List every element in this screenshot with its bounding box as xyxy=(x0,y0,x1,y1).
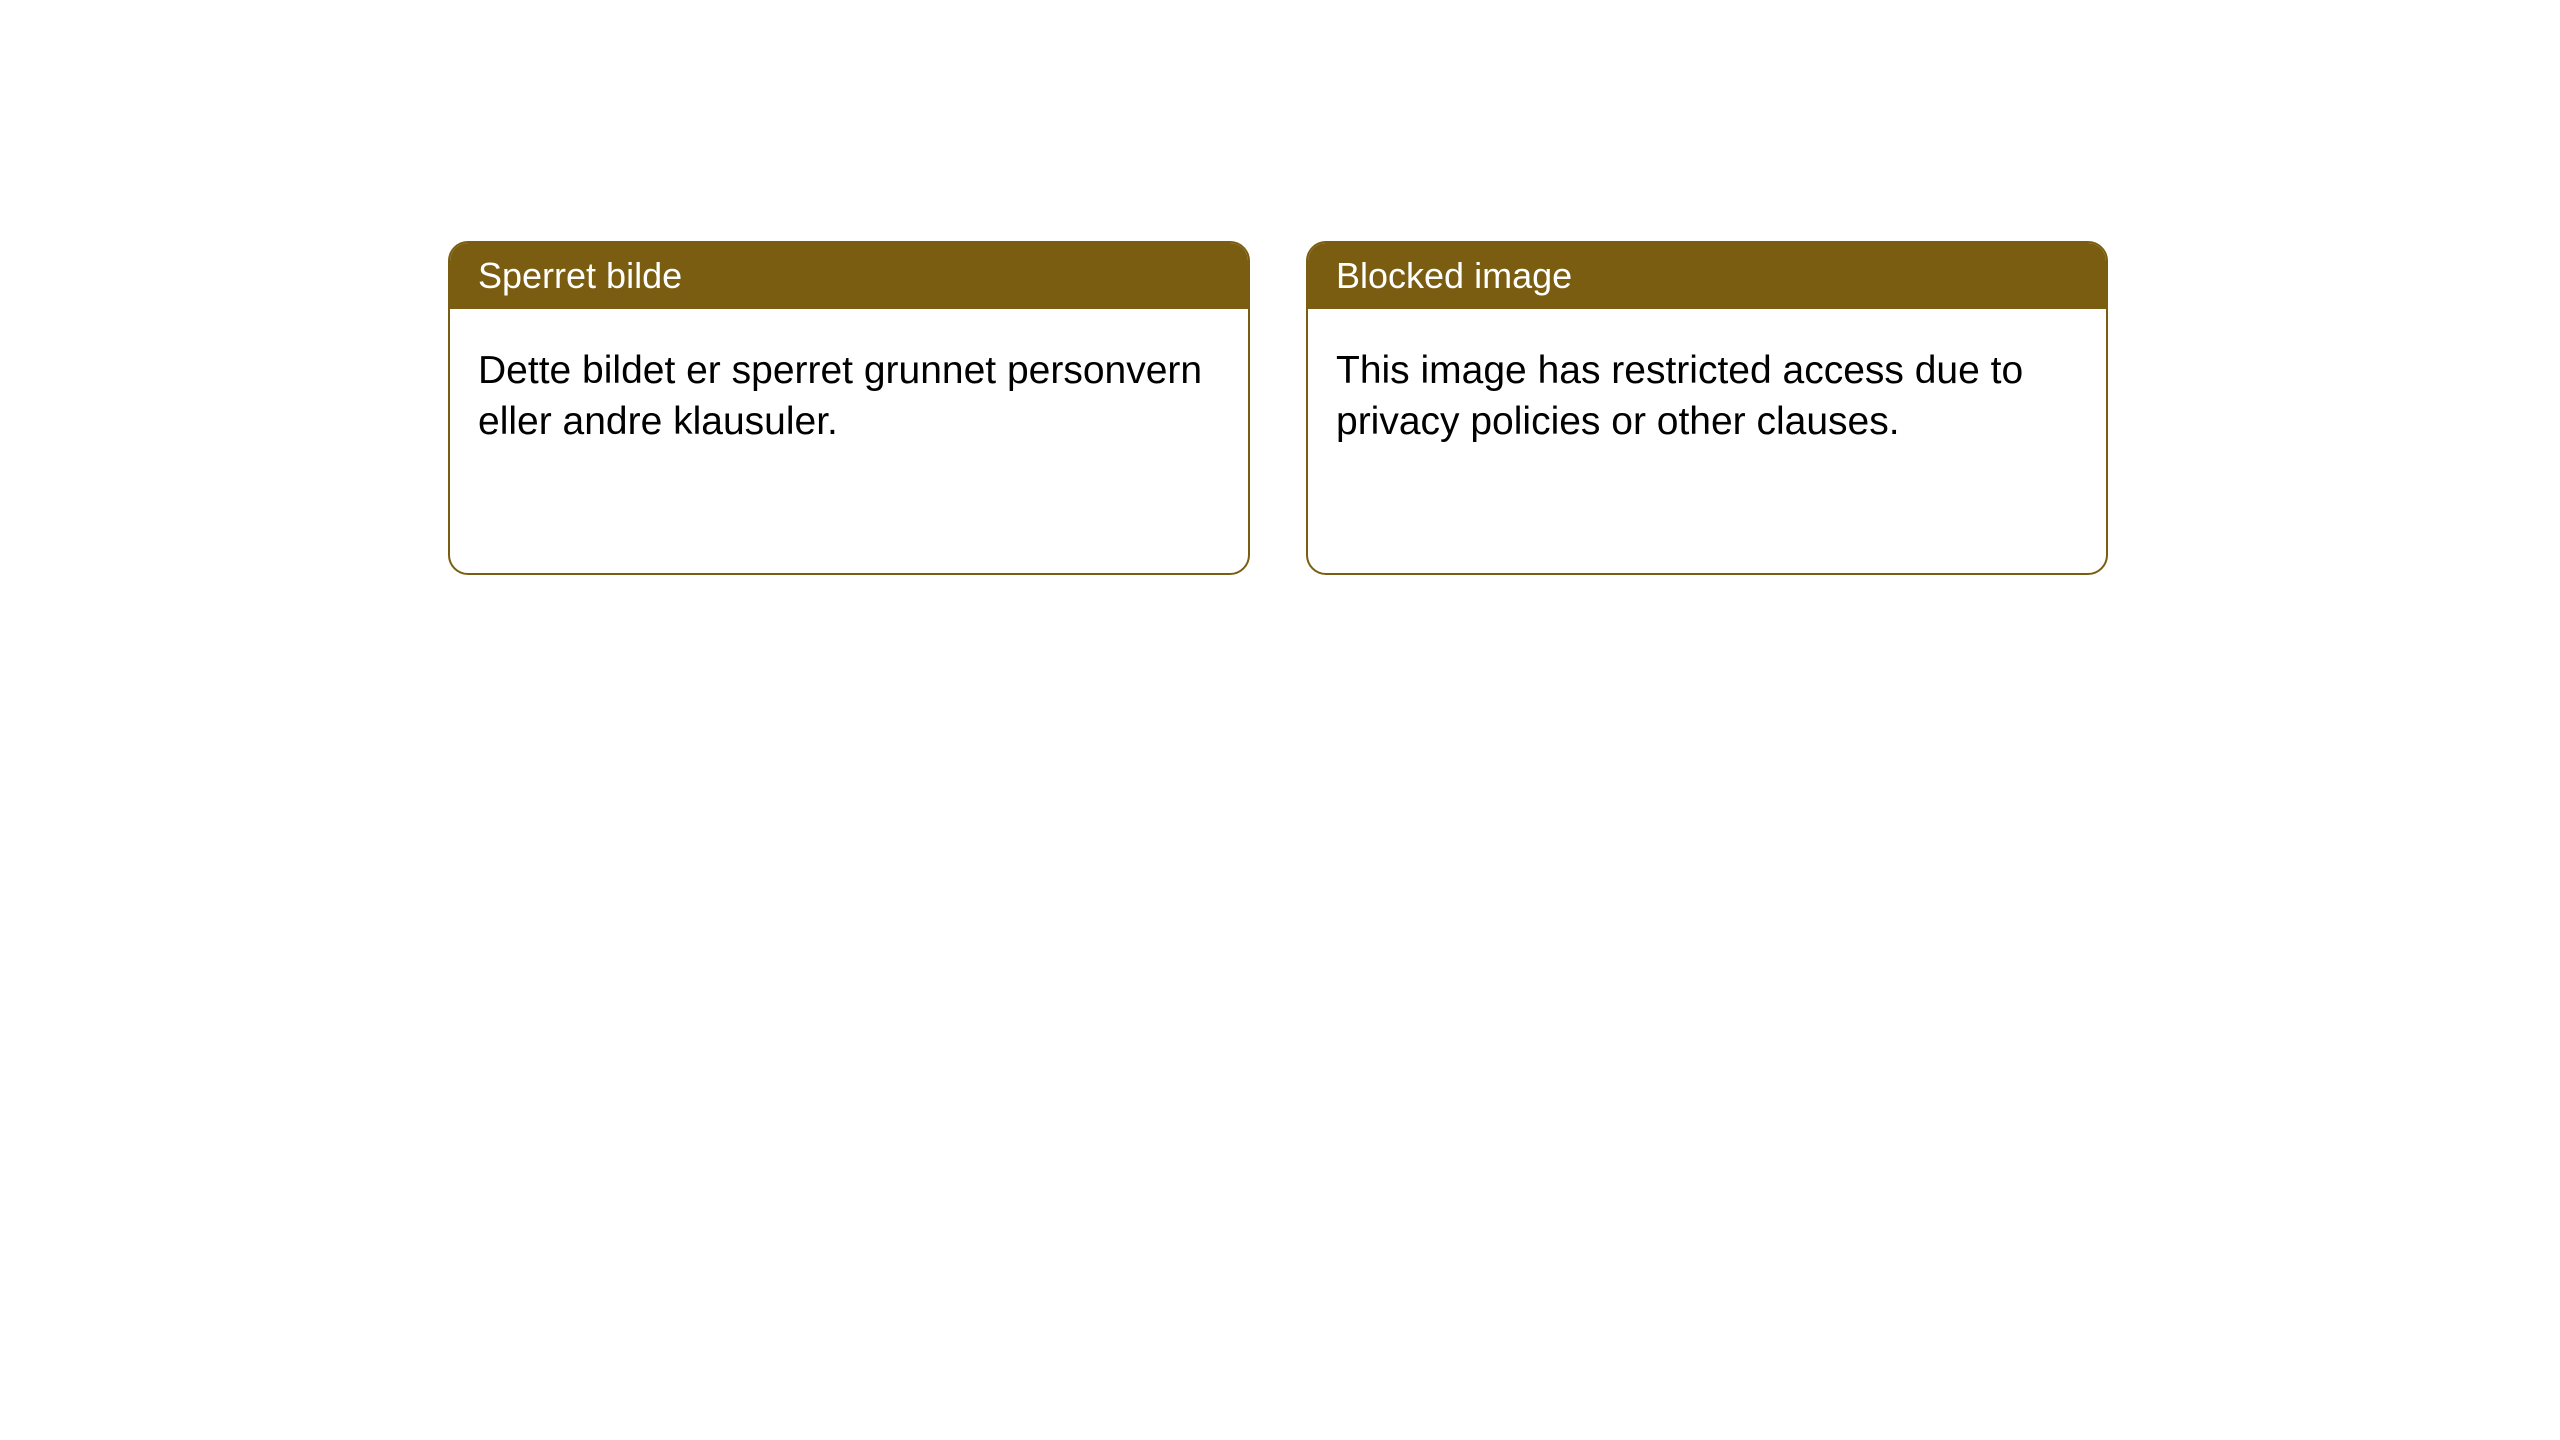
panel-message: This image has restricted access due to … xyxy=(1308,309,2106,484)
panel-title: Sperret bilde xyxy=(450,243,1248,309)
panels-container: Sperret bilde Dette bildet er sperret gr… xyxy=(0,0,2560,575)
panel-norwegian: Sperret bilde Dette bildet er sperret gr… xyxy=(448,241,1250,575)
panel-english: Blocked image This image has restricted … xyxy=(1306,241,2108,575)
panel-message: Dette bildet er sperret grunnet personve… xyxy=(450,309,1248,484)
panel-title: Blocked image xyxy=(1308,243,2106,309)
